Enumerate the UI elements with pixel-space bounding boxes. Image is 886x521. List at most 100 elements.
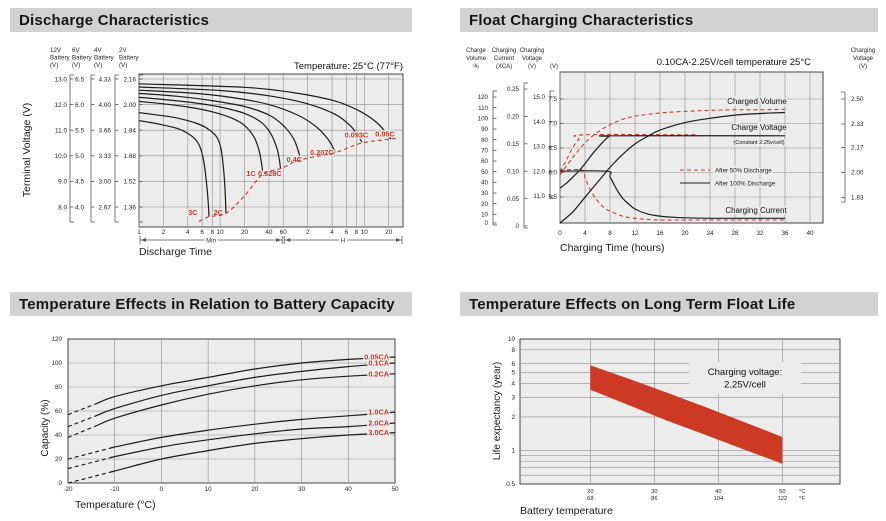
svg-text:20: 20 (385, 229, 393, 236)
svg-text:(V): (V) (94, 62, 102, 69)
svg-text:12.0: 12.0 (533, 168, 546, 175)
svg-text:6: 6 (200, 229, 204, 236)
svg-text:1.0CA: 1.0CA (368, 408, 389, 417)
svg-text:20: 20 (55, 456, 63, 463)
svg-text:0.5: 0.5 (506, 481, 515, 488)
svg-text:6.0: 6.0 (548, 170, 557, 177)
svg-text:Voltage: Voltage (522, 56, 543, 62)
svg-text:%: % (473, 64, 479, 70)
svg-text:2: 2 (162, 229, 166, 236)
svg-text:90: 90 (481, 126, 488, 133)
svg-text:110: 110 (478, 105, 488, 112)
svg-text:0.10CA-2.25V/cell temperature: 0.10CA-2.25V/cell temperature 25°C (657, 57, 811, 68)
svg-text:10.0: 10.0 (55, 153, 68, 160)
svg-text:50: 50 (391, 486, 399, 493)
svg-text:32: 32 (756, 230, 764, 237)
svg-text:Battery: Battery (94, 55, 115, 62)
svg-text:0.25: 0.25 (507, 86, 520, 93)
svg-text:-20: -20 (63, 486, 73, 493)
svg-text:100: 100 (478, 116, 489, 123)
svg-text:20: 20 (241, 229, 249, 236)
svg-text:(Constant 2.25v/cell): (Constant 2.25v/cell) (733, 140, 784, 146)
svg-text:120: 120 (51, 336, 62, 343)
svg-text:40: 40 (55, 432, 63, 439)
svg-text:8: 8 (210, 229, 214, 236)
svg-text:50: 50 (481, 169, 488, 176)
svg-text:0.05C: 0.05C (375, 130, 395, 139)
svg-text:13.0: 13.0 (533, 144, 546, 151)
svg-text:0: 0 (558, 230, 562, 237)
svg-text:104: 104 (714, 496, 724, 502)
svg-text:2: 2 (306, 229, 310, 236)
svg-text:120: 120 (478, 94, 489, 101)
svg-text:(V): (V) (550, 64, 558, 70)
svg-text:(V): (V) (50, 62, 58, 69)
svg-text:68: 68 (587, 496, 593, 502)
svg-text:-10: -10 (110, 486, 120, 493)
svg-text:4: 4 (511, 381, 515, 388)
svg-text:13.0: 13.0 (55, 76, 68, 83)
svg-text:6: 6 (511, 361, 515, 368)
svg-text:1: 1 (137, 229, 141, 236)
svg-text:3.00: 3.00 (99, 179, 112, 186)
svg-text:3.33: 3.33 (99, 153, 112, 160)
svg-text:10: 10 (481, 212, 488, 219)
svg-text:86: 86 (651, 496, 657, 502)
svg-text:20: 20 (681, 230, 689, 237)
float-life-chart: Charging voltage:2.25V/cell1086543210.52… (492, 336, 841, 517)
svg-text:122: 122 (778, 496, 788, 502)
quadrant-discharge: Discharge Characteristics 12V Battery (V) 1… (0, 0, 443, 286)
svg-text:6.5: 6.5 (75, 76, 84, 83)
svg-text:12V: 12V (50, 47, 62, 54)
svg-text:11.0: 11.0 (55, 128, 67, 135)
quadrant-float-charging: Float Charging Characteristics Charge Vol… (443, 0, 886, 286)
svg-text:2.33: 2.33 (851, 121, 864, 128)
svg-text:(V): (V) (119, 62, 127, 69)
svg-text:10: 10 (361, 229, 369, 236)
section-title: Temperature Effects on Long Term Float L… (469, 295, 796, 313)
svg-text:100: 100 (51, 360, 62, 367)
svg-text:30: 30 (651, 489, 657, 495)
svg-text:14.0: 14.0 (533, 119, 546, 126)
svg-text:Charging: Charging (520, 48, 544, 54)
svg-text:2.25V/cell: 2.25V/cell (724, 380, 766, 391)
svg-text:0.15: 0.15 (507, 141, 520, 148)
svg-text:8: 8 (511, 347, 515, 354)
svg-text:70: 70 (481, 148, 488, 155)
svg-text:Terminal Voltage (V): Terminal Voltage (V) (21, 103, 33, 198)
svg-text:Battery: Battery (72, 55, 93, 62)
svg-text:0.20: 0.20 (507, 114, 520, 121)
svg-text:1.83: 1.83 (851, 195, 864, 202)
section-title-bar: Discharge Characteristics (10, 8, 412, 32)
svg-text:2.17: 2.17 (851, 145, 864, 152)
svg-text:Temperature (°C): Temperature (°C) (75, 499, 156, 511)
svg-text:0.05: 0.05 (507, 196, 520, 203)
svg-text:6.0: 6.0 (75, 102, 84, 109)
svg-text:5.5: 5.5 (548, 194, 557, 201)
svg-text:60: 60 (481, 158, 488, 165)
svg-text:16: 16 (656, 230, 664, 237)
svg-text:12.0: 12.0 (55, 102, 68, 109)
svg-text:0.207C: 0.207C (310, 148, 334, 157)
svg-text:0: 0 (485, 220, 489, 227)
svg-text:3C: 3C (188, 208, 198, 217)
svg-text:Charging: Charging (492, 48, 516, 54)
svg-text:4V: 4V (94, 47, 102, 54)
svg-text:Temperature: 25°C (77°F): Temperature: 25°C (77°F) (294, 61, 403, 72)
svg-text:28: 28 (731, 230, 739, 237)
svg-text:50: 50 (779, 489, 785, 495)
svg-text:1.52: 1.52 (124, 179, 137, 186)
svg-text:20: 20 (587, 489, 593, 495)
svg-text:2V: 2V (119, 47, 127, 54)
svg-text:20: 20 (481, 201, 488, 208)
svg-text:1: 1 (511, 448, 515, 455)
svg-text:7.5: 7.5 (548, 96, 557, 103)
svg-text:(V): (V) (859, 64, 867, 70)
svg-text:0: 0 (58, 480, 62, 487)
svg-text:10: 10 (508, 336, 516, 343)
svg-text:0.05CA: 0.05CA (364, 353, 389, 362)
svg-text:5: 5 (511, 370, 515, 377)
svg-text:0.1CA: 0.1CA (368, 359, 389, 368)
